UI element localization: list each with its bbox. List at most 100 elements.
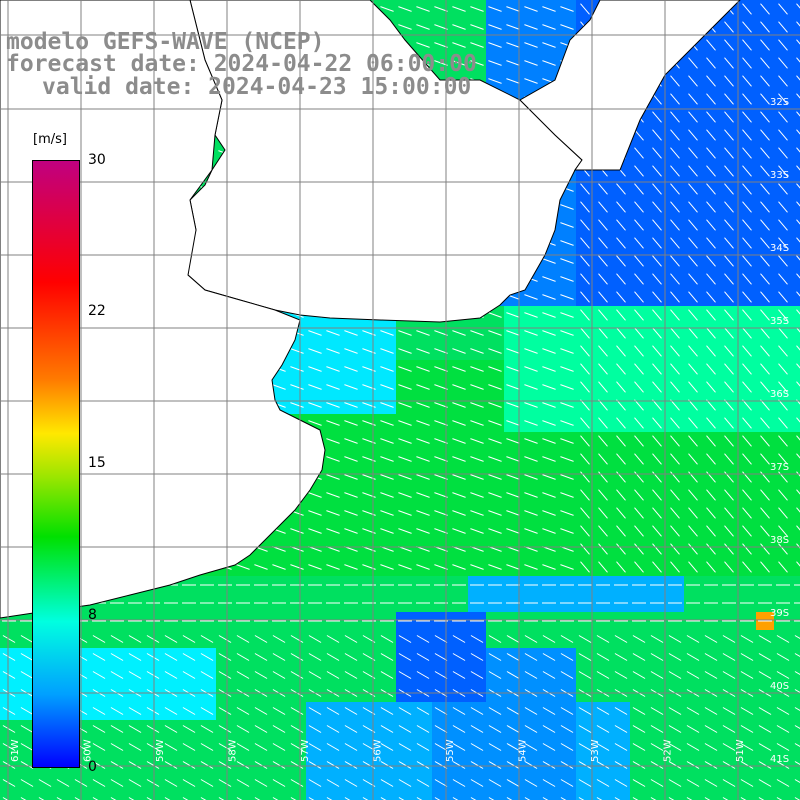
wind-arrow [470,366,484,372]
wind-arrow [706,255,716,267]
wind-arrow [20,653,34,661]
wind-cell [522,792,540,800]
wind-arrow [416,474,430,480]
wind-arrow [724,471,734,483]
wind-arrow [542,330,556,336]
wind-arrow [326,420,340,426]
wind-arrow [2,743,16,751]
wind-arrow [506,707,520,715]
wind-cell [792,432,800,450]
wind-arrow [760,291,770,303]
wind-arrow [668,671,682,679]
wind-arrow [760,219,770,231]
wind-arrow [596,779,610,787]
wind-arrow [506,474,520,480]
wind-arrow [416,438,430,444]
wind-arrow [506,330,520,336]
wind-arrow [688,129,698,141]
wind-arrow [634,147,644,159]
wind-arrow [254,725,268,733]
wind-cell [756,792,774,800]
wind-arrow [524,474,538,480]
wind-arrow [652,147,662,159]
wind-arrow [652,129,662,141]
wind-arrow [308,707,322,715]
wind-arrow [724,255,734,267]
wind-arrow [488,707,502,715]
wind-arrow [542,348,556,354]
wind-arrow [632,671,646,679]
wind-arrow [778,363,788,375]
wind-arrow [560,474,574,480]
wind-arrow [308,635,322,643]
wind-arrow [200,707,214,715]
wind-arrow [560,671,574,679]
wind-arrow [616,309,626,321]
wind-arrow [542,294,556,300]
wind-arrow [652,327,662,339]
wind-arrow [470,635,484,643]
lat-label: 40S [770,681,789,692]
wind-arrow [724,363,734,375]
wind-arrow [542,24,556,30]
wind-arrow [634,291,644,303]
wind-arrow [688,219,698,231]
wind-arrow [290,725,304,733]
wind-cell [702,792,720,800]
wind-arrow [236,653,250,661]
wind-arrow [434,671,448,679]
wind-arrow [200,743,214,751]
wind-arrow [470,438,484,444]
wind-arrow [488,653,502,661]
wind-arrow [650,797,657,800]
wind-arrow [742,363,752,375]
wind-arrow [724,183,734,195]
wind-cell [792,540,800,558]
wind-arrow [290,366,304,372]
wind-arrow [776,797,783,800]
wind-arrow [670,93,680,105]
wind-arrow [724,39,734,51]
wind-arrow [452,707,466,715]
wind-arrow [794,671,800,676]
wind-arrow [652,345,662,357]
wind-arrow [760,21,770,33]
wind-arrow [778,345,788,357]
wind-arrow [524,797,531,800]
wind-arrow [416,653,430,661]
wind-arrow [542,384,556,390]
wind-arrow [20,779,34,787]
wind-arrow [796,3,800,9]
wind-cell [198,792,216,800]
wind-arrow [380,510,394,516]
wind-arrow [724,435,734,447]
wind-arrow [778,435,788,447]
wind-arrow [452,671,466,679]
wind-arrow [398,510,412,516]
wind-arrow [578,797,585,800]
wind-arrow [506,438,520,444]
wind-arrow [742,219,752,231]
wind-arrow [470,42,484,48]
wind-arrow [506,510,520,516]
wind-arrow [326,510,340,516]
wind-arrow [758,743,772,751]
wind-arrow [760,453,770,465]
wind-arrow [164,635,178,643]
wind-arrow [688,183,698,195]
wind-arrow [470,6,484,12]
wind-arrow [452,653,466,661]
wind-arrow [326,635,340,643]
wind-arrow [776,653,790,661]
wind-cell [792,396,800,414]
wind-arrow [182,671,196,679]
wind-cell [792,234,800,252]
wind-arrow [706,165,716,177]
wind-arrow [760,309,770,321]
forecast-date: forecast date: 2024-04-22 06:00:00 [6,51,477,77]
wind-arrow [760,3,770,15]
wind-arrow [452,402,466,408]
wind-arrow [652,453,662,465]
wind-arrow [506,366,520,372]
wind-arrow [724,309,734,321]
